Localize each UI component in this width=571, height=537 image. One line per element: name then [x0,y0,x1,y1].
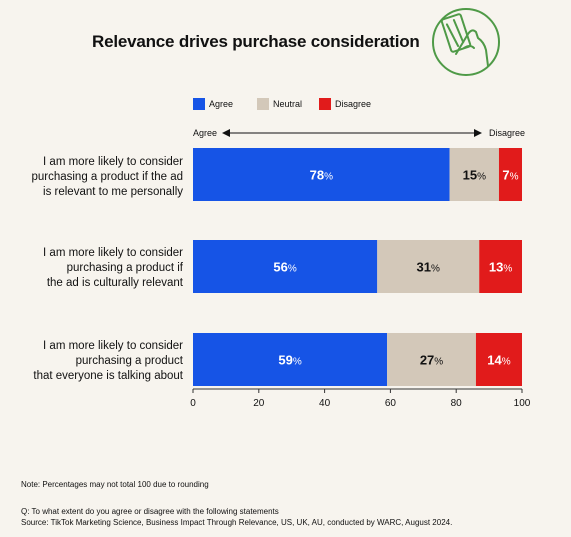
data-label-disagree: 13% [489,260,512,275]
data-label-disagree: 7% [502,168,518,183]
legend-neutral-label: Neutral [273,99,303,109]
legend-disagree-label: Disagree [335,99,372,109]
bar-neutral [387,333,476,386]
legend-agree-label: Agree [209,99,234,109]
x-tick-label: 80 [451,398,463,409]
row-label-line: I am more likely to consider [43,340,183,352]
legend-disagree: Disagree [319,98,371,110]
x-tick-label: 0 [190,398,196,409]
row-label-personal-relevance: I am more likely to consider purchasing … [0,155,183,200]
data-label-agree: 78% [310,168,333,183]
agree-swatch [193,98,205,110]
row-label-line: that everyone is talking about [33,370,183,382]
bar-disagree [498,148,522,201]
scale-agree-label: Agree [193,128,218,138]
data-label-agree: 59% [278,353,301,368]
question-text: Q: To what extent do you agree or disagr… [21,507,279,516]
row-label-cultural-relevance: I am more likely to consider purchasing … [0,246,183,291]
footnote: Note: Percentages may not total 100 due … [21,480,209,489]
x-tick-label: 60 [385,398,397,409]
row-label-line: is relevant to me personally [43,186,183,198]
x-tick-label: 100 [514,398,531,409]
data-label-agree: 56% [273,260,296,275]
bar-agree [193,148,450,201]
row-label-line: purchasing a product if [66,262,183,274]
x-tick-label: 40 [319,398,331,409]
bar-neutral [377,240,480,293]
bar-agree [193,240,378,293]
row-label-line: I am more likely to consider [43,156,183,168]
data-label-neutral: 27% [420,353,443,368]
disagree-swatch [319,98,331,110]
data-label-disagree: 14% [487,353,510,368]
data-label-neutral: 31% [417,260,440,275]
data-label-neutral: 15% [463,168,486,183]
row-label-line: purchasing a product if the ad [31,171,183,183]
legend-neutral: Neutral [257,98,302,110]
bar-neutral [449,148,499,201]
double-arrow-icon [222,129,482,137]
bar-disagree [479,240,522,293]
scale-disagree-label: Disagree [489,128,526,138]
row-label-line: purchasing a product [75,355,183,367]
row-label-line: the ad is culturally relevant [46,277,183,289]
hand-holding-card-icon [432,8,500,76]
row-label-line: I am more likely to consider [43,247,183,259]
source-text: Source: TikTok Marketing Science, Busine… [21,518,453,527]
bar-disagree [475,333,522,386]
x-tick-label: 20 [253,398,265,409]
neutral-swatch [257,98,269,110]
chart-title: Relevance drives purchase consideration [92,32,420,51]
row-label-talked-about: I am more likely to consider purchasing … [0,339,183,384]
legend-agree: Agree [193,98,233,110]
bar-agree [193,333,388,386]
